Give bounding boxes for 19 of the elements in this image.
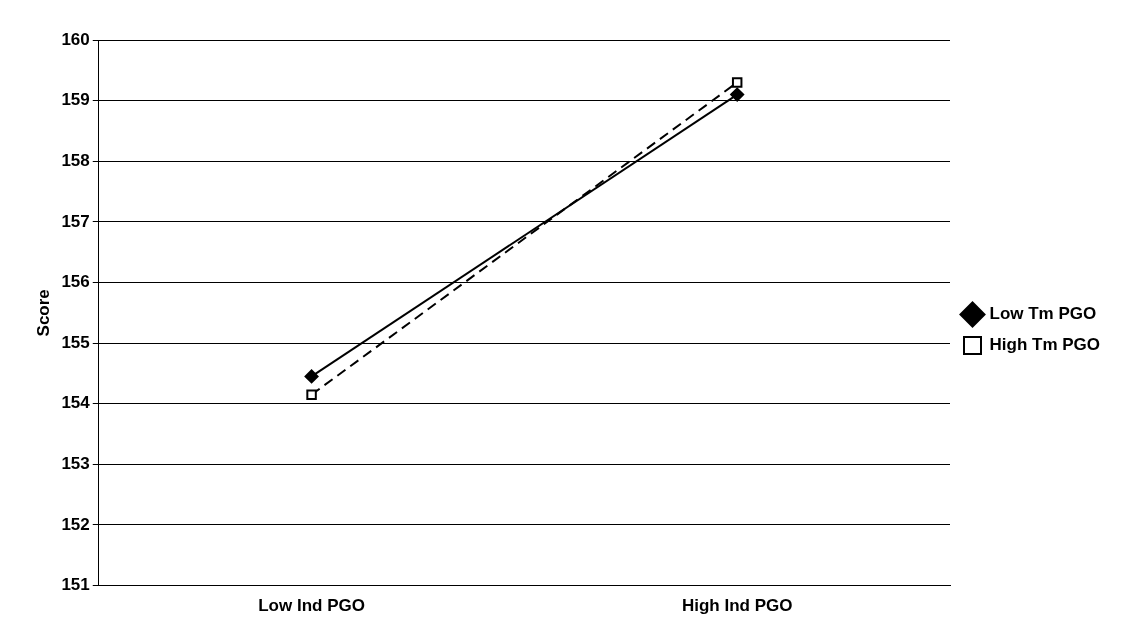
- point: [731, 77, 743, 88]
- y-tick-label: 157: [61, 211, 90, 231]
- y-tick-label: 151: [61, 575, 90, 595]
- y-tick-label: 152: [61, 514, 90, 534]
- y-tick-label: 155: [61, 332, 90, 352]
- point: [304, 369, 319, 384]
- legend-label: Low Tm PGO: [989, 304, 1097, 324]
- y-tick-label: 153: [61, 454, 90, 474]
- y-tick-label: 156: [61, 272, 90, 292]
- y-tick-label: 159: [61, 90, 90, 110]
- y-tick-label: 158: [61, 150, 90, 170]
- legend-label: High Tm PGO: [989, 335, 1100, 355]
- y-axis-title: Score: [33, 289, 53, 337]
- x-tick-label: Low Ind PGO: [258, 596, 365, 616]
- y-tick-label: 154: [61, 393, 91, 413]
- x-tick-label: High Ind PGO: [681, 596, 793, 616]
- y-tick-label: 160: [61, 29, 90, 49]
- point: [730, 87, 745, 102]
- point: [306, 389, 317, 400]
